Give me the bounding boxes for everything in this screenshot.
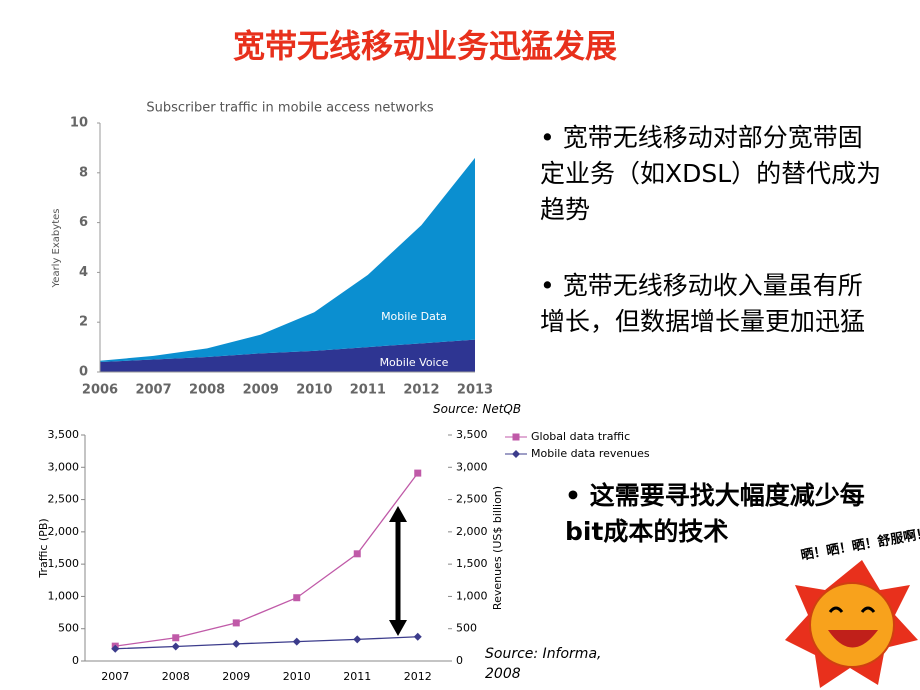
y2-tick-label: 2,500 <box>456 493 488 506</box>
double-arrow <box>389 506 407 636</box>
slide-title: 宽带无线移动业务迅猛发展 <box>233 27 617 65</box>
y-tick-label: 1,500 <box>48 557 80 570</box>
x-tick-label: 2011 <box>343 670 371 683</box>
legend-label: Global data traffic <box>531 430 630 443</box>
y2-tick-label: 1,500 <box>456 557 488 570</box>
y-tick-label: 0 <box>72 654 79 667</box>
y-tick-label: 10 <box>70 116 88 131</box>
y-tick-label: 3,500 <box>48 428 80 441</box>
y-tick-label: 500 <box>58 622 79 635</box>
source-note: Source: NetQB <box>433 402 522 416</box>
y2-tick-label: 500 <box>456 622 477 635</box>
y2-tick-label: 3,000 <box>456 460 488 473</box>
point <box>232 619 240 627</box>
y-tick-label: 8 <box>79 165 88 180</box>
x-tick-label: 2008 <box>189 383 225 398</box>
line <box>115 636 418 650</box>
x-tick-label: 2010 <box>283 670 311 683</box>
y-tick-label: 1,000 <box>48 589 80 602</box>
y-tick-label: 4 <box>79 265 88 280</box>
point <box>512 433 520 441</box>
point <box>111 644 120 653</box>
line <box>115 472 419 647</box>
y-tick-label: 6 <box>79 215 88 230</box>
y2-tick-label: 0 <box>456 654 463 667</box>
y-tick-label: 2,500 <box>48 493 80 506</box>
y-tick-label: 2,000 <box>48 525 80 538</box>
series-label: Mobile Data <box>381 310 447 323</box>
source-note: Source: Informa, 2008 <box>485 646 602 682</box>
legend-label: Mobile data revenues <box>531 447 650 460</box>
series-label: Mobile Voice <box>380 356 449 369</box>
x-tick-label: 2007 <box>135 383 171 398</box>
y-tick-label: 2 <box>79 315 88 330</box>
point <box>293 594 301 602</box>
bullet: 这需要寻找大幅度减少每bit成本的技术 <box>565 478 900 550</box>
y-tick-label: 0 <box>79 365 88 380</box>
y-axis-label: Yearly Exabytes <box>51 209 62 289</box>
y2-tick-label: 3,500 <box>456 428 488 441</box>
x-tick-label: 2009 <box>243 383 279 398</box>
x-tick-label: 2012 <box>403 383 439 398</box>
x-tick-label: 2007 <box>101 670 129 683</box>
y2-tick-label: 2,000 <box>456 525 488 538</box>
x-tick-label: 2009 <box>222 670 250 683</box>
point <box>353 635 362 644</box>
y-axis-label: Traffic (PB) <box>37 518 50 578</box>
bullet: 宽带无线移动收入量虽有所增长，但数据增长量更加迅猛 <box>540 268 885 340</box>
area <box>100 339 475 372</box>
x-tick-label: 2013 <box>457 383 493 398</box>
area <box>100 157 475 363</box>
bullet: 宽带无线移动对部分宽带固定业务（如XDSL）的替代成为趋势 <box>540 120 885 228</box>
point <box>232 639 241 648</box>
x-tick-label: 2010 <box>296 383 332 398</box>
point <box>172 634 180 642</box>
point <box>512 450 520 458</box>
point <box>353 550 361 558</box>
point <box>292 637 301 646</box>
x-tick-label: 2008 <box>162 670 190 683</box>
x-tick-label: 2006 <box>82 383 118 398</box>
chart-title: Subscriber traffic in mobile access netw… <box>146 101 434 116</box>
y2-axis-label: Revenues (US$ billion) <box>491 486 504 610</box>
y2-tick-label: 1,000 <box>456 589 488 602</box>
point <box>171 642 180 651</box>
point <box>414 469 422 477</box>
y-tick-label: 3,000 <box>48 460 80 473</box>
point <box>413 632 422 641</box>
x-tick-label: 2012 <box>404 670 432 683</box>
x-tick-label: 2011 <box>350 383 386 398</box>
